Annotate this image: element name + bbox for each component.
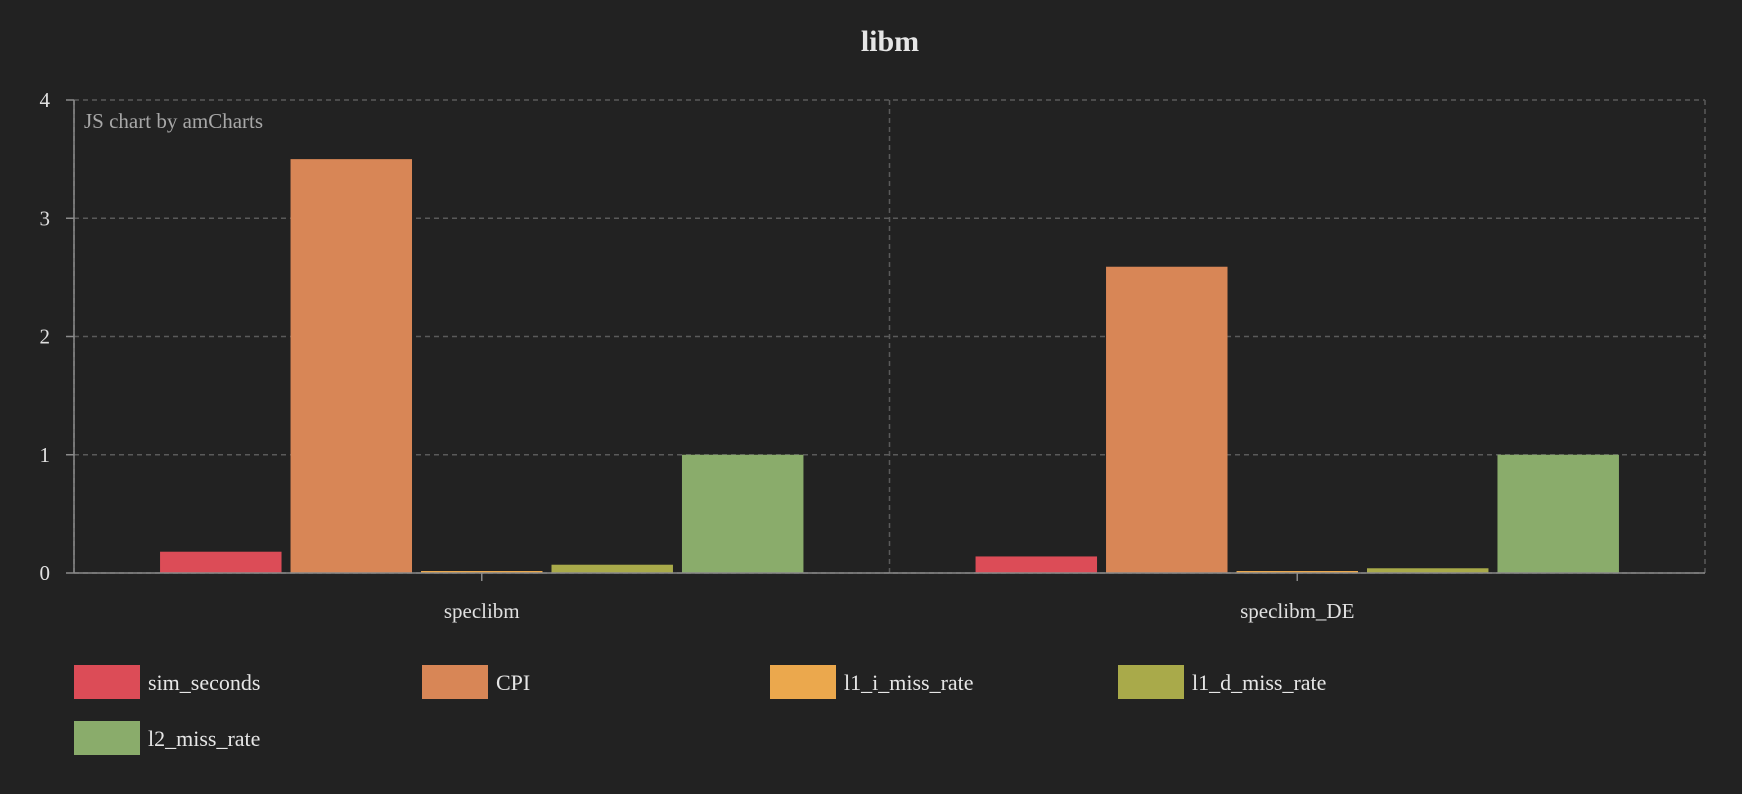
bars <box>160 159 1619 573</box>
y-tick-label: 2 <box>40 325 51 349</box>
legend-label: sim_seconds <box>148 670 260 695</box>
bar-l2_miss_rate-speclibm[interactable] <box>681 454 804 573</box>
bar-CPI-speclibm[interactable] <box>290 159 413 573</box>
x-tick-label: speclibm <box>444 599 520 623</box>
legend-label: CPI <box>496 670 530 695</box>
legend-label: l1_d_miss_rate <box>1192 670 1326 695</box>
y-tick-label: 3 <box>40 206 51 230</box>
bar-sim_seconds-speclibm_DE[interactable] <box>975 556 1098 573</box>
legend-label: l2_miss_rate <box>148 726 260 751</box>
legend-item-CPI[interactable]: CPI <box>422 665 530 699</box>
legend-item-l1_d_miss_rate[interactable]: l1_d_miss_rate <box>1118 665 1326 699</box>
y-tick-label: 4 <box>40 88 51 112</box>
legend-item-sim_seconds[interactable]: sim_seconds <box>74 665 260 699</box>
y-tick-label: 1 <box>40 443 51 467</box>
legend-swatch <box>422 665 488 699</box>
legend-swatch <box>770 665 836 699</box>
bar-sim_seconds-speclibm[interactable] <box>160 551 282 573</box>
legend-label: l1_i_miss_rate <box>844 670 974 695</box>
y-tick-label: 0 <box>40 561 51 585</box>
legend-item-l2_miss_rate[interactable]: l2_miss_rate <box>74 721 260 755</box>
legend-swatch <box>74 721 140 755</box>
bar-l2_miss_rate-speclibm_DE[interactable] <box>1497 454 1619 573</box>
bar-l1_i_miss_rate-speclibm[interactable] <box>421 571 543 573</box>
amcharts-credit[interactable]: JS chart by amCharts <box>84 109 263 133</box>
bar-l1_d_miss_rate-speclibm_DE[interactable] <box>1366 568 1489 573</box>
bar-CPI-speclibm_DE[interactable] <box>1106 266 1228 573</box>
legend-swatch <box>74 665 140 699</box>
legend: sim_seconds CPI l1_i_miss_rate l1_d_miss_ra… <box>74 665 1326 755</box>
chart-title: libm <box>861 25 919 58</box>
bar-l1_d_miss_rate-speclibm[interactable] <box>551 564 673 573</box>
x-tick-label: speclibm_DE <box>1240 599 1354 623</box>
axes: 0 1 2 3 4 speclibm speclibm_DE <box>40 88 1705 623</box>
legend-item-l1_i_miss_rate[interactable]: l1_i_miss_rate <box>770 665 974 699</box>
legend-swatch <box>1118 665 1184 699</box>
bar-l1_i_miss_rate-speclibm_DE[interactable] <box>1236 571 1358 573</box>
